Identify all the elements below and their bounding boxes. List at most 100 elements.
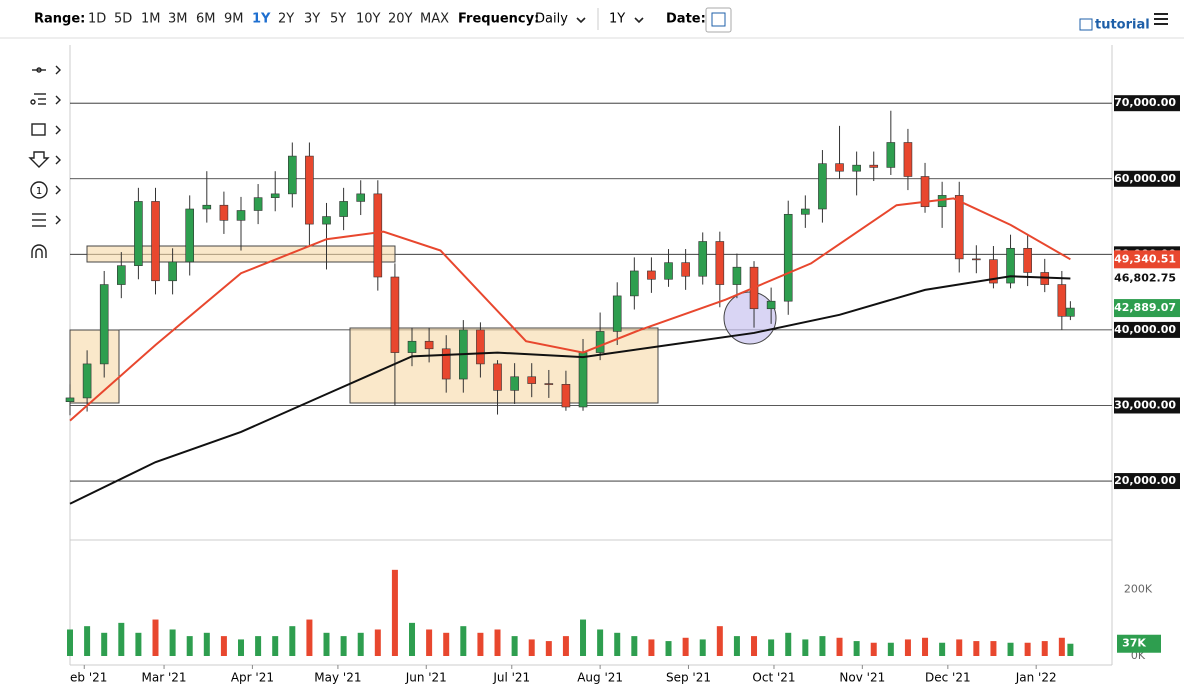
volume-bar — [186, 636, 193, 656]
candle-body — [510, 376, 519, 391]
volume-bar — [699, 639, 706, 656]
volume-bar — [597, 629, 604, 656]
volume-bar — [426, 629, 433, 656]
candle-body — [920, 176, 930, 208]
x-tick-label: Jul '21 — [492, 671, 530, 685]
candle-body — [424, 340, 434, 350]
volume-badge-label: 37K — [1122, 637, 1146, 650]
candle-body — [1006, 247, 1015, 284]
volume-bar — [1041, 641, 1048, 656]
volume-bar — [84, 626, 91, 656]
candle-body — [647, 270, 656, 280]
volume-bar — [391, 569, 398, 656]
range-button[interactable]: 6M — [196, 12, 216, 27]
range-button[interactable]: 1D — [88, 12, 106, 27]
volume-bar — [203, 632, 210, 656]
range-button[interactable]: 5Y — [330, 12, 346, 27]
volume-bar — [255, 636, 262, 656]
candle-body — [972, 258, 981, 261]
x-tick-label: Apr '21 — [231, 671, 274, 685]
candle-body — [869, 164, 879, 168]
volume-bar — [272, 636, 279, 656]
y-tick-label: 70,000.00 — [1114, 96, 1176, 109]
volume-bar — [528, 639, 535, 656]
range-button[interactable]: 9M — [224, 12, 244, 27]
candle-body — [236, 210, 246, 221]
range-button[interactable]: 3Y — [304, 12, 320, 27]
candle-body — [561, 384, 571, 408]
range-button[interactable]: 1Y — [252, 12, 271, 27]
date-label: Date: — [666, 12, 706, 27]
volume-bar — [511, 636, 518, 656]
x-tick-label: Mar '21 — [142, 671, 187, 685]
volume-bar — [562, 636, 569, 656]
volume-bar — [853, 641, 860, 656]
price-badge — [1114, 299, 1180, 318]
candle-body — [715, 241, 725, 285]
tutorial-link[interactable]: tutorial — [1095, 18, 1150, 33]
menu-icon[interactable] — [1154, 13, 1168, 25]
volume-bar — [494, 629, 501, 656]
volume-bar — [751, 636, 758, 656]
x-tick-label: Jun '21 — [405, 671, 447, 685]
volume-bar — [648, 639, 655, 656]
candle-body — [99, 284, 109, 365]
volume-bar — [135, 632, 142, 656]
frequency[interactable]: Daily — [535, 12, 568, 27]
candle-body — [270, 193, 280, 198]
range-button[interactable]: 5D — [114, 12, 132, 27]
x-tick-label: Nov '21 — [839, 671, 885, 685]
annotation-box — [69, 329, 120, 404]
volume-bar — [1024, 642, 1031, 656]
candle-body — [612, 295, 622, 332]
candle-body — [527, 376, 537, 384]
candle-body — [766, 300, 776, 310]
annotation-box — [349, 327, 659, 404]
range-button[interactable]: 10Y — [356, 12, 381, 27]
period[interactable]: 1Y — [609, 12, 625, 27]
range-button[interactable]: MAX — [420, 12, 449, 27]
y-tick-label: 20,000.00 — [1114, 474, 1176, 487]
candle-body — [305, 155, 314, 225]
candle-body — [476, 329, 485, 365]
price-badge-label: 49,340.51 — [1114, 252, 1176, 265]
range-button[interactable]: 1M — [141, 12, 161, 27]
volume-bar — [101, 632, 108, 656]
volume-bar — [631, 636, 638, 656]
candle-body — [168, 261, 177, 282]
candle-body — [390, 276, 400, 353]
y-tick-box — [1114, 397, 1180, 414]
range-button[interactable]: 20Y — [388, 12, 413, 27]
volume-bar — [323, 632, 330, 656]
y-tick-label: 40,000.00 — [1114, 323, 1176, 336]
volume-tick-label: 200K — [1124, 583, 1153, 596]
range-button[interactable]: 2Y — [278, 12, 294, 27]
volume-bar — [1007, 642, 1014, 656]
volume-bar — [545, 641, 552, 656]
candle-body — [852, 164, 861, 172]
candle-body — [134, 201, 143, 266]
volume-bar — [802, 639, 809, 656]
tool-glyph: 1 — [36, 186, 42, 197]
volume-bar — [733, 636, 740, 656]
volume-bar — [682, 637, 689, 656]
moving-average — [69, 275, 1071, 505]
frequency-label: Frequency: — [458, 12, 539, 27]
volume-bar — [870, 642, 877, 656]
candle-body — [886, 142, 896, 168]
volume-bar — [152, 619, 159, 656]
y-tick-label: 30,000.00 — [1114, 398, 1176, 411]
candle-body — [1023, 247, 1032, 273]
volume-bar — [1058, 637, 1065, 656]
volume-bar — [67, 629, 73, 656]
volume-bar — [1067, 643, 1074, 656]
range-button[interactable]: 3M — [168, 12, 188, 27]
candle-body — [373, 193, 383, 278]
volume-bar — [118, 622, 125, 656]
date-button[interactable] — [705, 7, 732, 33]
candle-body — [117, 265, 126, 285]
x-tick-label: May '21 — [314, 671, 361, 685]
volume-bar — [887, 642, 894, 656]
tool-icons[interactable] — [28, 65, 61, 258]
